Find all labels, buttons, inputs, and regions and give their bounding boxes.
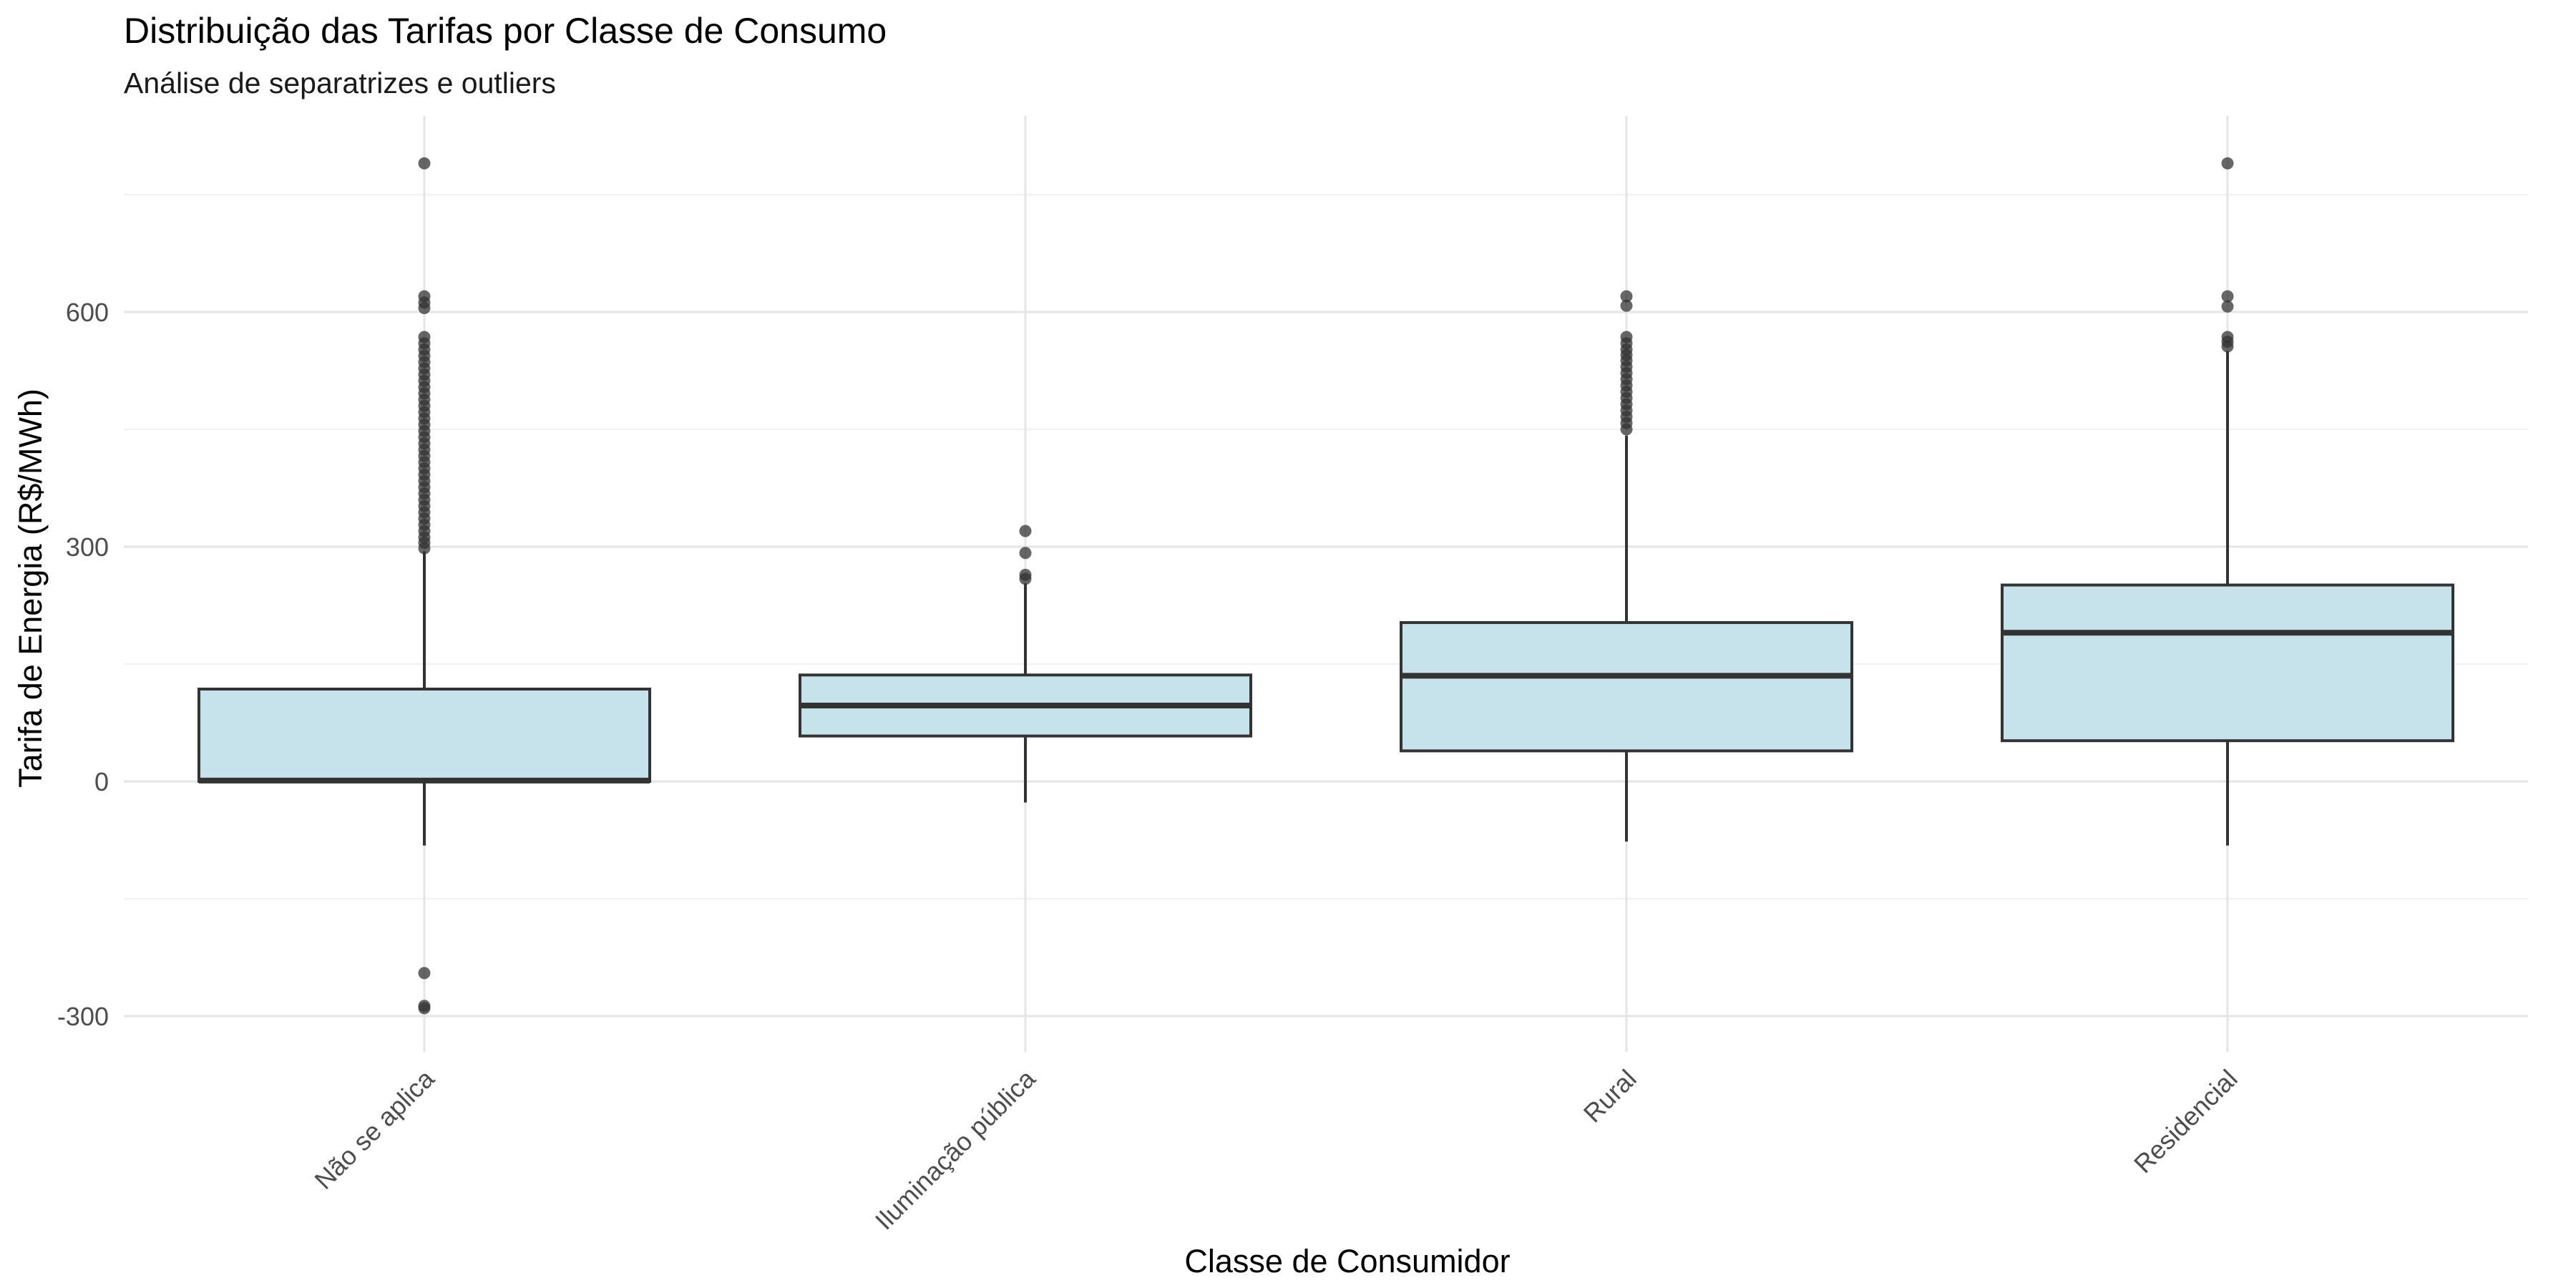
x-tick-label: Iluminação pública <box>869 1063 1042 1236</box>
x-tick-label: Rural <box>1578 1064 1642 1128</box>
x-axis: Não se aplica Iluminação pública Rural Resi… <box>308 1063 2243 1236</box>
outlier-point <box>1620 423 1633 436</box>
outlier-point <box>418 542 431 555</box>
x-tick-label: Residencial <box>2128 1064 2243 1179</box>
chart-title: Distribuição das Tarifas por Classe de C… <box>124 11 887 51</box>
box-layer <box>197 157 2454 1015</box>
outlier-point <box>418 157 431 170</box>
box-group <box>197 157 651 1015</box>
x-tick-label: Não se aplica <box>308 1063 440 1195</box>
box-group <box>1400 290 1853 842</box>
outlier-point <box>418 967 431 980</box>
y-axis-title: Tarifa de Energia (R$/MWh) <box>12 389 49 788</box>
y-tick-label: 300 <box>66 532 109 562</box>
y-tick-label: -300 <box>57 1002 109 1031</box>
box-iqr <box>197 687 651 783</box>
chart-subtitle: Análise de separatrizes e outliers <box>124 67 556 99</box>
outlier-point <box>2221 300 2234 313</box>
x-axis-title: Classe de Consumidor <box>1184 1243 1510 1279</box>
box-iqr <box>1400 621 1853 753</box>
y-axis: -300 0 300 600 <box>57 298 109 1031</box>
outlier-point <box>1620 299 1633 312</box>
outlier-point <box>1019 547 1032 560</box>
y-tick-label: 600 <box>66 298 109 327</box>
y-tick-label: 0 <box>94 767 109 796</box>
box-group <box>799 525 1252 803</box>
box-iqr <box>2001 583 2454 743</box>
outlier-point <box>418 1002 431 1015</box>
outlier-point <box>418 302 431 315</box>
outlier-point <box>2221 290 2234 303</box>
outlier-point <box>1620 290 1633 303</box>
outlier-point <box>1019 525 1032 537</box>
outlier-point <box>2221 157 2234 170</box>
outlier-point <box>2221 340 2234 353</box>
box-group <box>2001 157 2454 846</box>
outlier-point <box>1019 572 1032 585</box>
